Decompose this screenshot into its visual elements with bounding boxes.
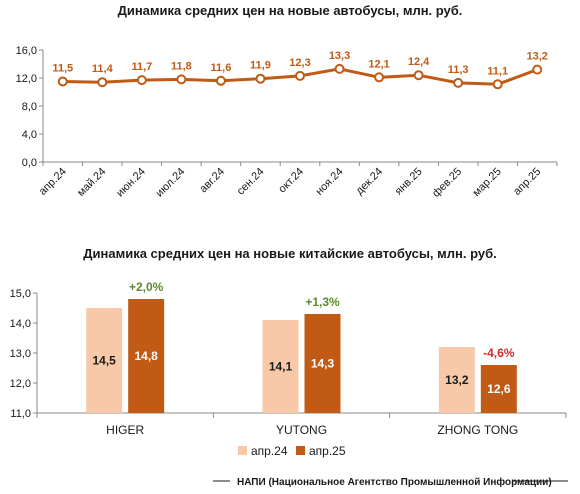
line-x-tick-label: апр.25 [511, 166, 543, 198]
bar-y-tick-label: 11,0 [10, 408, 31, 420]
bar-y-tick-label: 13,0 [10, 348, 31, 360]
line-x-tick-label: окт.24 [276, 166, 306, 196]
line-data-label: 11,7 [131, 61, 152, 73]
line-point [413, 70, 424, 81]
line-x-tick-label: фев.25 [430, 166, 464, 200]
bar-change-label: +2,0% [129, 280, 164, 294]
line-point [453, 77, 464, 88]
line-point [97, 77, 108, 88]
legend-swatch-apr24 [238, 446, 247, 455]
line-y-tick-label: 12,0 [16, 73, 37, 85]
line-x-tick-label: май.24 [75, 166, 108, 199]
line-x-tick-label: янв.25 [393, 166, 425, 198]
line-point [334, 63, 345, 74]
line-x-tick-label: мар.25 [471, 166, 504, 199]
line-point [255, 73, 266, 84]
line-data-label: 11,4 [92, 63, 114, 75]
line-x-tick-label: сен.24 [235, 166, 267, 198]
legend-label: апр.24 [251, 444, 288, 458]
bar-y-tick-label: 12,0 [10, 378, 31, 390]
line-data-label: 13,3 [329, 50, 350, 62]
bar-apr25 [304, 314, 341, 413]
line-data-label: 13,2 [527, 51, 548, 63]
line-point [532, 64, 543, 75]
line-y-tick-label: 8,0 [22, 101, 37, 113]
bar-apr24 [86, 308, 123, 413]
line-point [57, 76, 68, 87]
bar-chart-series: 14,5 14,8 +2,0% 14,1 14,3 +1,3% 13,2 12,6 -4,6% [86, 280, 517, 413]
line-data-label: 11,8 [171, 60, 192, 72]
line-x-tick-label: июн.24 [114, 166, 148, 200]
line-point [136, 75, 147, 86]
bar-y-tick-label: 14,0 [10, 318, 31, 330]
line-point [295, 70, 305, 81]
line-y-tick-label: 0,0 [22, 157, 37, 169]
bar-data-label: 14,3 [311, 357, 335, 371]
line-x-tick-label: июл.24 [154, 166, 188, 200]
bar-y-tick-label: 15,0 [10, 288, 31, 300]
bar-apr24 [262, 320, 299, 413]
bar-data-label: 14,8 [134, 349, 158, 363]
bar-apr25 [480, 365, 517, 413]
line-x-tick-label: авг.24 [197, 166, 227, 196]
bar-category-label: YUTONG [276, 423, 327, 437]
bar-data-label: 12,6 [487, 382, 511, 396]
legend-label: апр.25 [309, 444, 346, 458]
bar-change-label: -4,6% [483, 346, 515, 360]
line-data-label: 11,1 [487, 65, 508, 77]
line-point [215, 75, 226, 86]
line-data-label: 11,5 [52, 63, 73, 75]
line-x-tick-label: ноя.24 [314, 166, 346, 198]
line-data-label: 11,6 [211, 62, 232, 74]
line-data-label: 12,4 [408, 56, 430, 68]
bar-data-label: 14,1 [269, 360, 293, 374]
line-data-label: 11,9 [250, 60, 271, 72]
line-data-label: 12,3 [289, 57, 310, 69]
line-x-tick-label: дек.24 [354, 166, 386, 198]
bar-change-label: +1,3% [305, 295, 340, 309]
bar-chart-title: Динамика средних цен на новые китайские … [83, 246, 497, 261]
bar-data-label: 13,2 [445, 373, 469, 387]
line-point [176, 74, 187, 85]
legend-swatch-apr25 [296, 446, 305, 455]
bar-chart-legend: апр.24 апр.25 [238, 444, 346, 458]
bar-chart-axes: 11,0 12,0 13,0 14,0 15,0 HIGER YUTONG ZHONG TON… [10, 288, 567, 437]
line-data-label: 11,3 [448, 64, 469, 76]
line-chart-series: 11,5 11,4 11,7 11,8 11,6 11,9 12,3 13,3 12,1 12,4… [52, 50, 548, 90]
line-x-tick-label: апр.24 [37, 166, 69, 198]
source-text: НАПИ (Национальное Агентство Промышленно… [237, 476, 552, 488]
line-point [374, 72, 385, 83]
line-point [492, 79, 503, 90]
line-y-tick-label: 4,0 [22, 129, 37, 141]
line-data-label: 12,1 [368, 58, 389, 70]
line-y-tick-label: 16,0 [16, 45, 37, 57]
bar-category-label: HIGER [106, 423, 144, 437]
line-chart-title: Динамика средних цен на новые автобусы, … [118, 3, 463, 18]
bar-category-label: ZHONG TONG [437, 423, 518, 437]
bar-data-label: 14,5 [92, 354, 116, 368]
bar-apr25 [128, 299, 165, 413]
bar-apr24 [438, 347, 475, 413]
